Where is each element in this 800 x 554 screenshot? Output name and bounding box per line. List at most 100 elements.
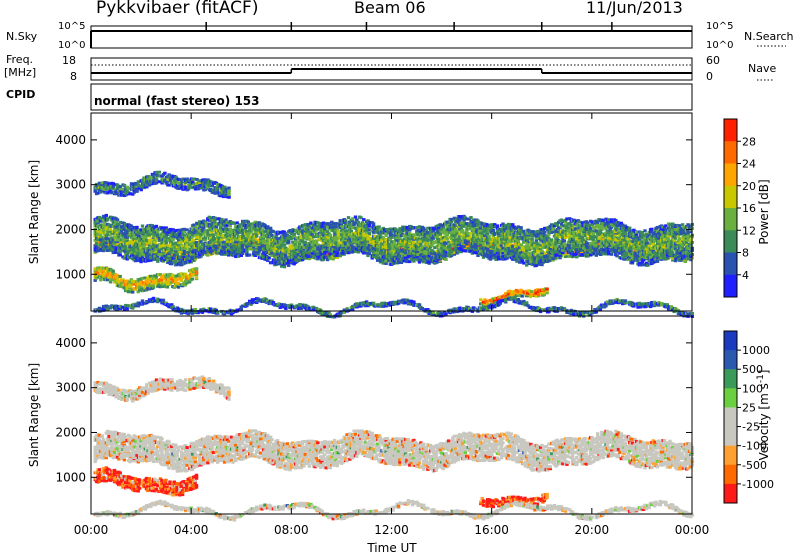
heatmap-cell (345, 233, 349, 237)
heatmap-cell (346, 251, 351, 255)
heatmap-cell (274, 248, 278, 252)
heatmap-cell (291, 240, 295, 244)
heatmap-cell (441, 254, 445, 258)
heatmap-cell (344, 235, 348, 238)
heatmap-cell (456, 237, 461, 240)
heatmap-cell (181, 247, 185, 251)
heatmap-cell (238, 240, 242, 244)
heatmap-cell (220, 237, 224, 241)
heatmap-cell (351, 226, 355, 230)
heatmap-cell (495, 224, 500, 228)
heatmap-cell (320, 231, 324, 235)
heatmap-cell (202, 232, 206, 236)
heatmap-cell (136, 257, 141, 261)
heatmap-cell (131, 236, 135, 240)
heatmap-cell (296, 253, 301, 256)
heatmap-cell (99, 236, 103, 240)
heatmap-cell (252, 245, 256, 249)
heatmap-cell (423, 247, 427, 250)
heatmap-cell (332, 250, 337, 254)
heatmap-cell (261, 231, 266, 235)
heatmap-cell (225, 223, 230, 227)
heatmap-cell (182, 230, 186, 233)
heatmap-cell (316, 257, 320, 261)
heatmap-cell (310, 233, 314, 237)
heatmap-cell (408, 241, 412, 245)
heatmap-cell (466, 232, 470, 235)
heatmap-cell (220, 217, 224, 221)
heatmap-cell (388, 238, 392, 242)
heatmap-cell (160, 236, 164, 240)
heatmap-cell (338, 254, 342, 258)
heatmap-cell (248, 247, 252, 251)
heatmap-cell (255, 246, 259, 250)
heatmap-cell (185, 243, 189, 247)
heatmap-cell (302, 250, 306, 253)
heatmap-cell (218, 226, 223, 230)
heatmap-cell (209, 240, 213, 244)
heatmap-cell (153, 233, 157, 237)
heatmap-cell (320, 252, 324, 256)
heatmap-cell (171, 238, 175, 242)
heatmap-cell (348, 227, 352, 231)
heatmap-cell (110, 236, 114, 240)
heatmap-cell (334, 232, 338, 236)
heatmap-cell (261, 238, 266, 242)
heatmap-cell (199, 225, 203, 228)
heatmap-cell (575, 255, 579, 259)
heatmap-cell (298, 248, 302, 252)
heatmap-cell (111, 232, 115, 236)
heatmap-cell (321, 233, 326, 237)
heatmap-cell (228, 224, 232, 227)
heatmap-cell (371, 230, 376, 234)
heatmap-cell (161, 226, 166, 230)
nsky-tick-bottom-right: 10^0 (706, 40, 733, 51)
heatmap-cell (152, 253, 156, 257)
heatmap-cell (454, 248, 458, 251)
heatmap-cell (190, 257, 195, 261)
heatmap-cell (392, 261, 397, 265)
heatmap-cell (150, 238, 154, 242)
heatmap-cell (360, 240, 365, 244)
heatmap-cell (408, 228, 412, 232)
heatmap-cell (153, 238, 157, 242)
heatmap-cell (671, 258, 675, 262)
heatmap-cell (118, 231, 122, 235)
heatmap-cell (390, 235, 394, 239)
heatmap-cell (199, 235, 203, 239)
heatmap-cell (325, 258, 330, 262)
heatmap-cell (238, 229, 242, 233)
heatmap-cell (209, 216, 213, 220)
heatmap-cell (149, 258, 153, 262)
nsky-tick-bottom-left: 10^0 (58, 40, 85, 51)
heatmap-cell (108, 228, 113, 231)
heatmap-cell (99, 223, 103, 227)
heatmap-cell (449, 254, 454, 258)
heatmap-cell (122, 256, 127, 260)
heatmap-cell (188, 259, 192, 263)
heatmap-cell (128, 256, 132, 260)
heatmap-cell (673, 259, 678, 263)
heatmap-cell (435, 229, 440, 233)
heatmap-cell (394, 230, 398, 233)
heatmap-cell (377, 225, 381, 229)
heatmap-cell (238, 225, 242, 229)
heatmap-cell (135, 241, 139, 245)
heatmap-cell (160, 257, 164, 261)
heatmap-cell (218, 232, 223, 236)
heatmap-cell (298, 255, 302, 259)
heatmap-cell (480, 244, 484, 248)
heatmap-cell (493, 223, 497, 227)
heatmap-cell (93, 221, 97, 225)
heatmap-cell (281, 232, 285, 236)
heatmap-cell (391, 252, 395, 256)
heatmap-cell (378, 228, 383, 232)
heatmap-cell (154, 224, 159, 228)
heatmap-cell (353, 249, 358, 253)
heatmap-cell (486, 246, 490, 250)
heatmap-cell (445, 230, 449, 234)
heatmap-cell (419, 241, 423, 245)
heatmap-cell (125, 253, 129, 257)
heatmap-cell (167, 247, 171, 251)
heatmap-cell (217, 217, 221, 221)
